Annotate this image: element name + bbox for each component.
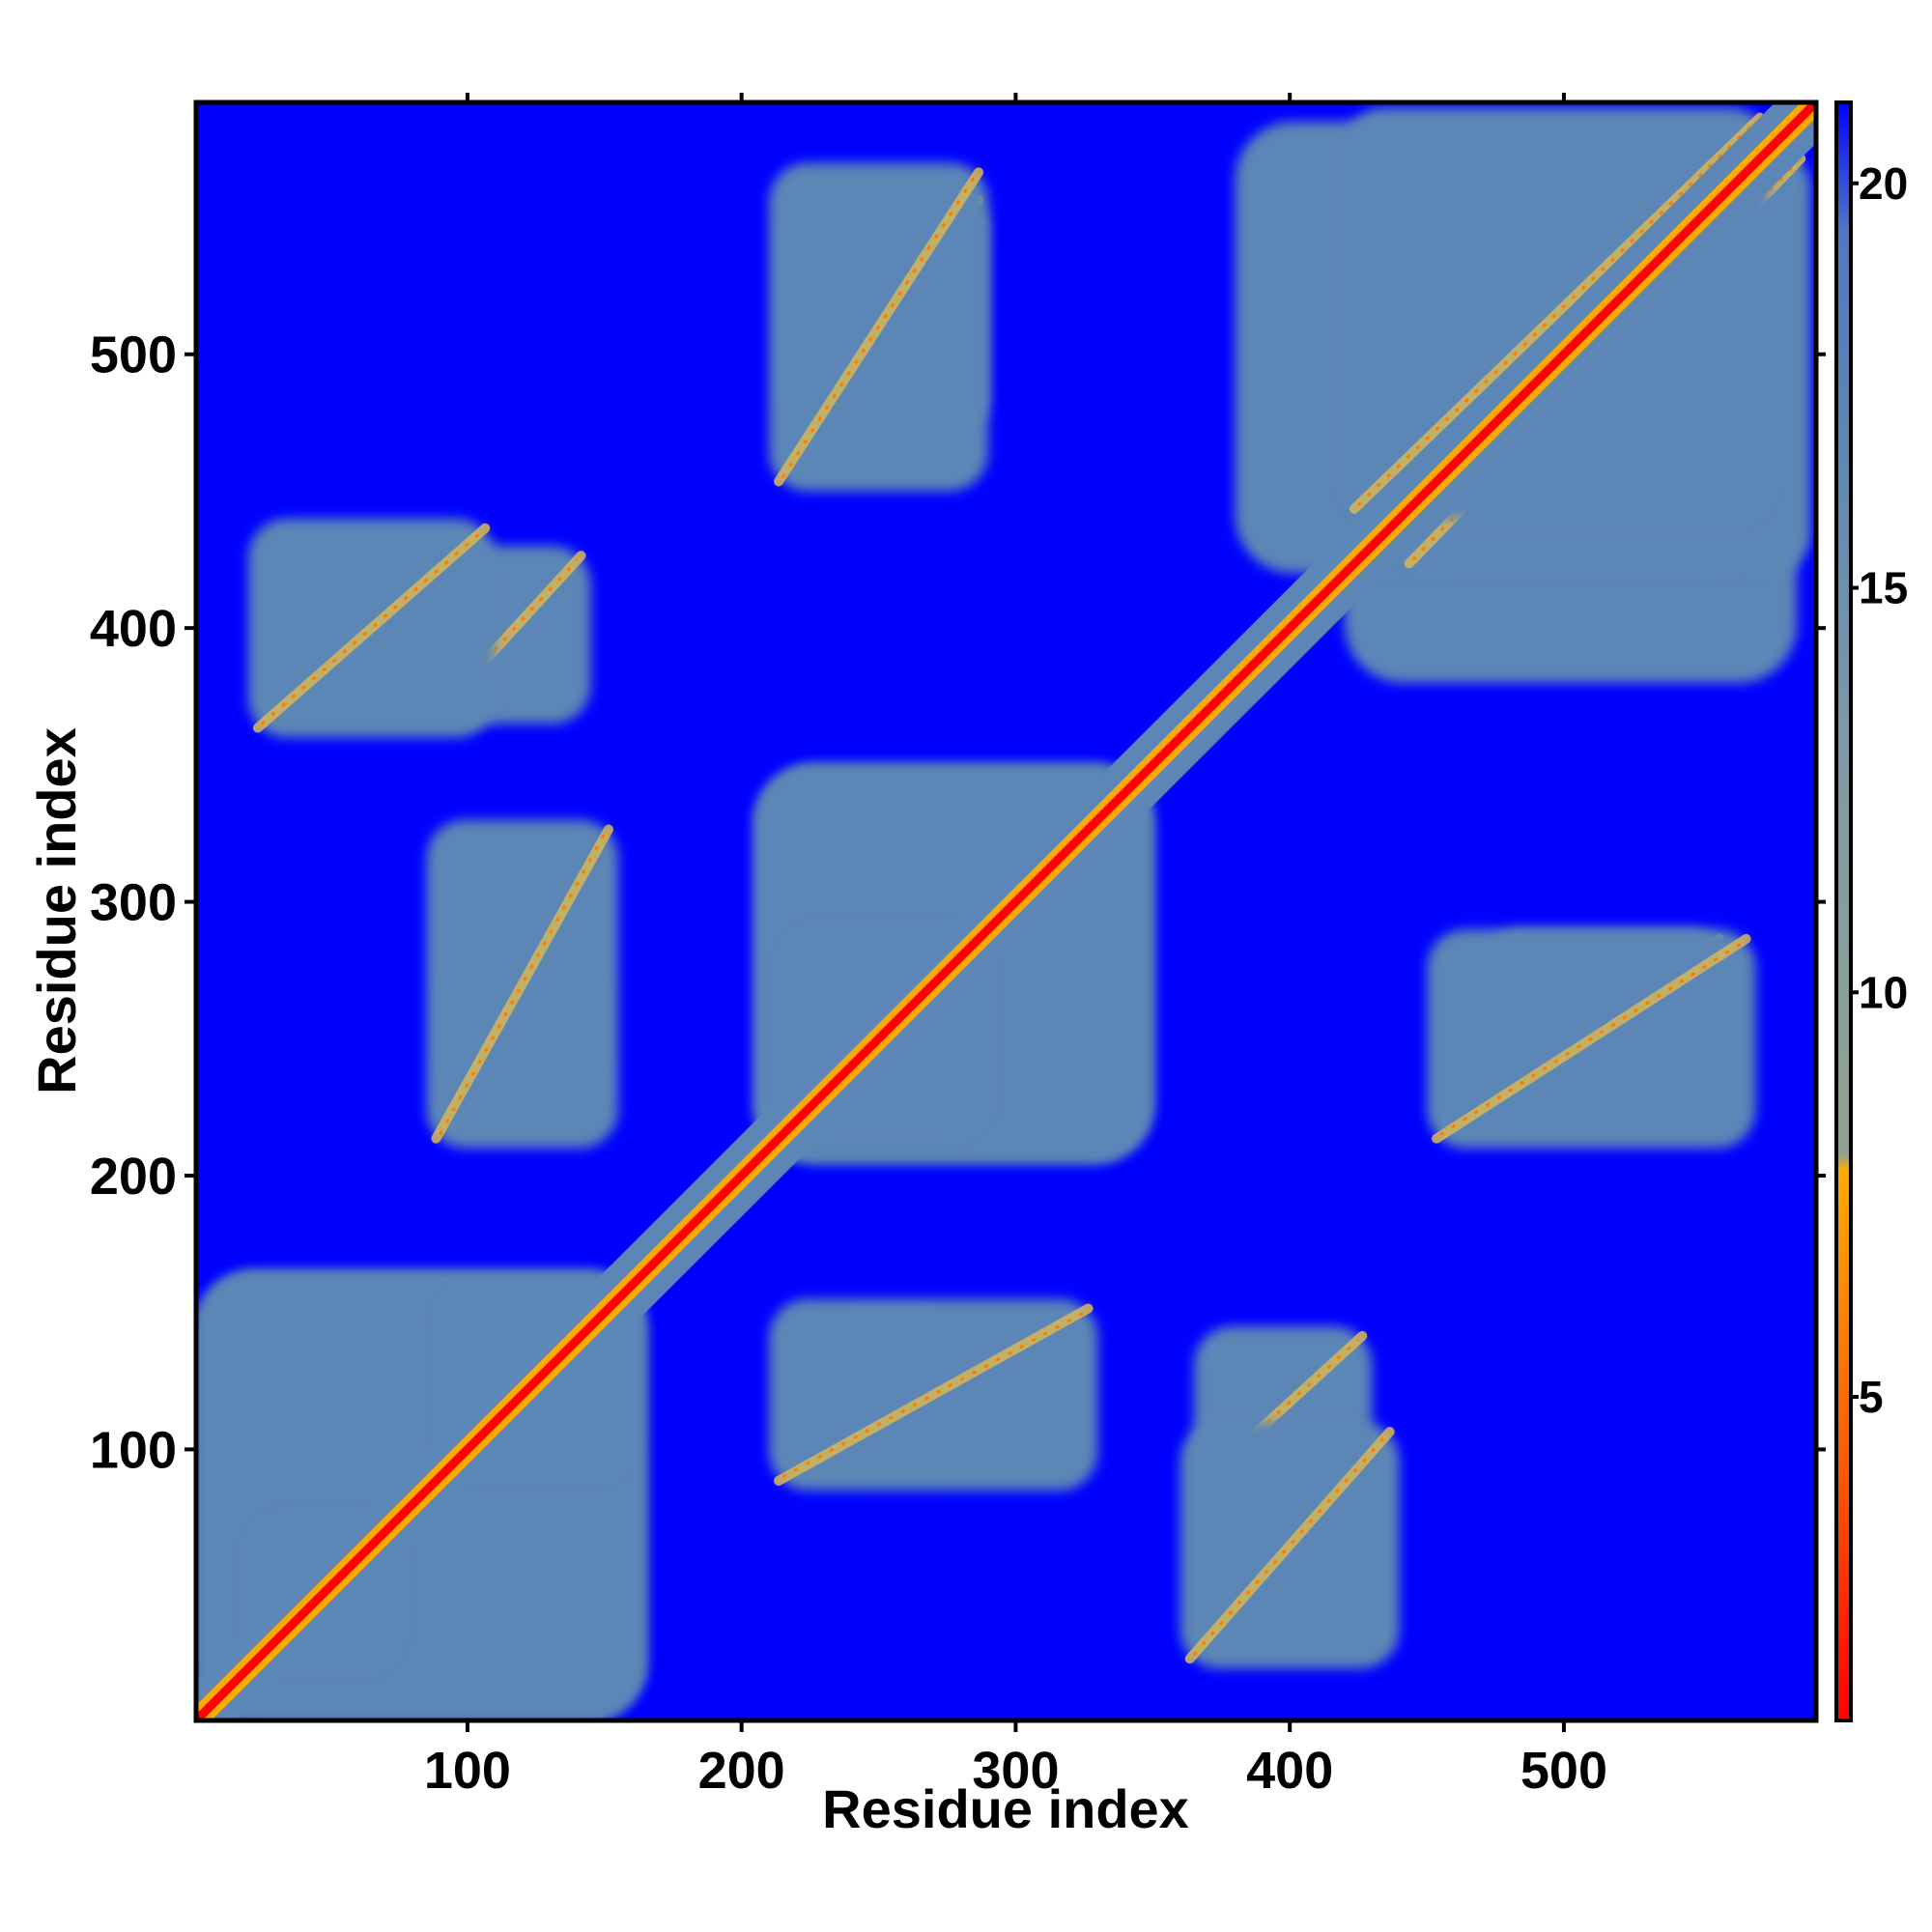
colorbar-tick-label: 15 — [1859, 563, 1908, 613]
x-axis-ticks: 100 200 300 400 500 — [424, 93, 1607, 1800]
y-axis-title: Residue index — [26, 727, 87, 1094]
y-tick-label: 400 — [90, 600, 177, 658]
colorbar-ticks: 5 10 15 20 — [1851, 158, 1908, 1422]
colorbar-tick-label: 5 — [1859, 1372, 1884, 1422]
x-tick-label: 300 — [972, 1742, 1059, 1800]
diagonal-core — [196, 102, 1816, 1720]
contact-band-core-8-0 — [1439, 941, 1744, 1136]
y-tick-label: 100 — [90, 1421, 177, 1479]
x-tick-label: 200 — [698, 1742, 785, 1800]
contact-band-core-9-1 — [1356, 120, 1757, 506]
contact-band-6-0 — [431, 824, 613, 1144]
y-tick-label: 500 — [90, 327, 177, 384]
plot-frame — [193, 99, 1819, 1723]
x-tick-label: 400 — [1246, 1742, 1333, 1800]
x-axis-title: Residue index — [822, 1778, 1189, 1839]
colorbar — [1834, 100, 1853, 1722]
contact-band-6-1 — [774, 1303, 1094, 1486]
x-tick-label: 500 — [1520, 1742, 1607, 1800]
x-tick-label: 100 — [424, 1742, 511, 1800]
contact-band-core-6-1 — [781, 1311, 1086, 1479]
heatmap-cells — [196, 102, 1816, 1720]
colorbar-tick-label: 10 — [1859, 967, 1908, 1017]
y-tick-label: 300 — [90, 874, 177, 932]
contact-band-9-1 — [1349, 112, 1765, 514]
y-axis-ticks: 100 200 300 400 500 — [90, 327, 1826, 1479]
contact-band-core-8-1 — [781, 175, 977, 479]
y-tick-label: 200 — [90, 1148, 177, 1206]
contact-band-core-6-0 — [439, 832, 607, 1136]
colorbar-tick-label: 20 — [1859, 158, 1908, 209]
